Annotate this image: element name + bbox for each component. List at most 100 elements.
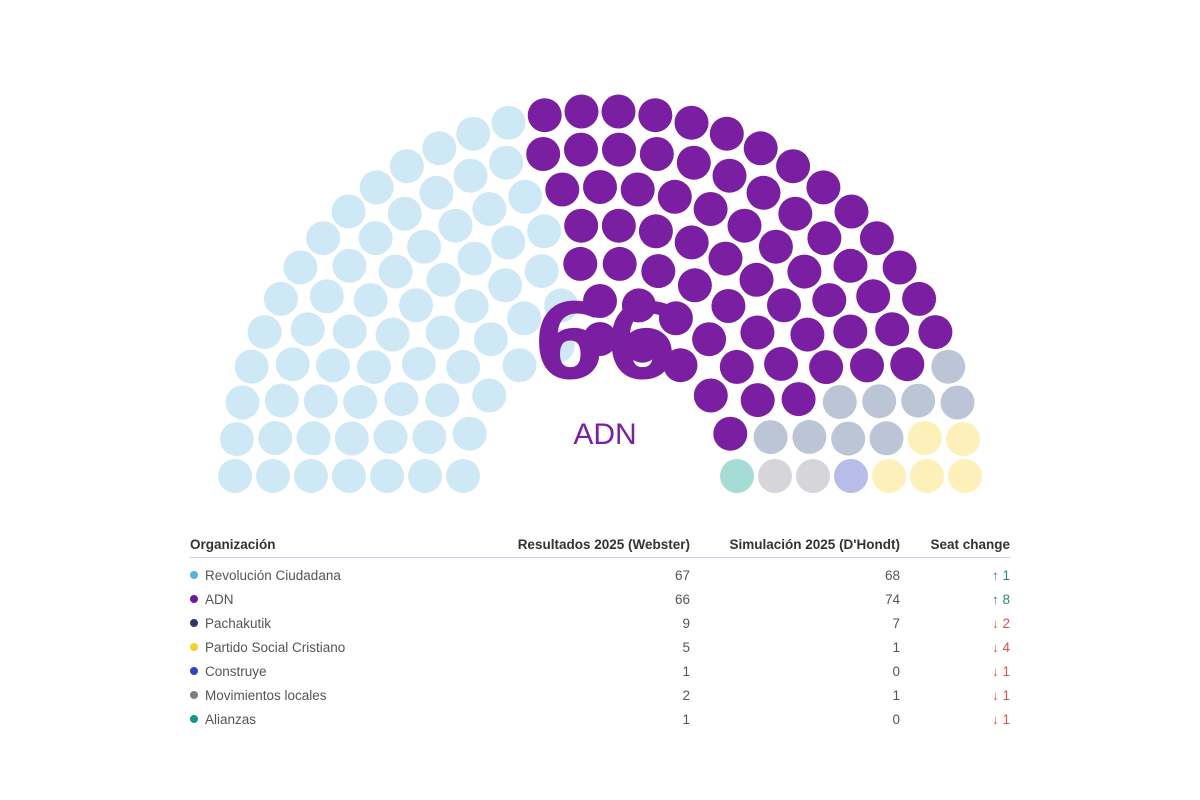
seat-adn bbox=[564, 208, 599, 243]
seat-revolucion-ciudadana bbox=[370, 459, 404, 493]
cell-seat-change: ↓ 2 bbox=[900, 611, 1010, 635]
seat-revolucion-ciudadana bbox=[446, 459, 480, 493]
hemicycle-chart bbox=[218, 94, 982, 493]
seat-adn bbox=[719, 349, 754, 384]
seat-adn bbox=[638, 98, 673, 133]
seat-change-value: ↓ 1 bbox=[991, 663, 1010, 679]
seat-revolucion-ciudadana bbox=[303, 384, 338, 419]
seat-adn bbox=[807, 221, 842, 256]
seat-adn bbox=[657, 179, 692, 214]
seat-revolucion-ciudadana bbox=[219, 422, 254, 457]
seat-adn bbox=[602, 132, 636, 167]
seat-adn bbox=[641, 254, 676, 289]
seat-adn bbox=[583, 322, 617, 356]
seat-pachakutik bbox=[822, 385, 857, 419]
highlight-party-label: ADN bbox=[573, 418, 637, 451]
seat-adn bbox=[602, 246, 637, 281]
seat-revolucion-ciudadana bbox=[488, 268, 523, 303]
seat-revolucion-ciudadana bbox=[408, 459, 442, 493]
header-results: Resultados 2025 (Webster) bbox=[490, 534, 690, 558]
seat-revolucion-ciudadana bbox=[332, 314, 367, 349]
party-color-dot bbox=[190, 690, 198, 699]
seat-revolucion-ciudadana bbox=[489, 145, 524, 180]
seat-revolucion-ciudadana bbox=[334, 421, 369, 456]
seat-revolucion-ciudadana bbox=[425, 383, 460, 418]
seat-partido-social-cristiano bbox=[948, 459, 982, 493]
cell-seat-change: ↑ 1 bbox=[900, 558, 1010, 588]
seat-revolucion-ciudadana bbox=[452, 416, 487, 451]
cell-simulation: 1 bbox=[892, 687, 900, 703]
seat-adn bbox=[711, 289, 746, 323]
seat-revolucion-ciudadana bbox=[275, 347, 310, 382]
seat-revolucion-ciudadana bbox=[247, 315, 282, 350]
party-name: Alianzas bbox=[205, 711, 257, 727]
party-name: Partido Social Cristiano bbox=[205, 639, 346, 655]
table-row: ADN 66 74 ↑ 8 bbox=[190, 587, 1010, 611]
seat-revolucion-ciudadana bbox=[508, 179, 543, 214]
cell-results: 9 bbox=[682, 615, 690, 631]
seat-movimientos-locales bbox=[758, 459, 792, 493]
seat-revolucion-ciudadana bbox=[491, 225, 526, 260]
seat-change-value: ↓ 4 bbox=[991, 639, 1010, 655]
cell-organization: ADN bbox=[190, 587, 490, 611]
seat-adn bbox=[625, 328, 660, 363]
seat-revolucion-ciudadana bbox=[446, 349, 481, 384]
seat-revolucion-ciudadana bbox=[472, 378, 507, 413]
seat-partido-social-cristiano bbox=[872, 459, 906, 493]
seat-pachakutik bbox=[792, 419, 827, 454]
cell-simulation: 0 bbox=[892, 663, 900, 679]
seat-adn bbox=[834, 194, 869, 229]
results-table: Organización Resultados 2025 (Webster) S… bbox=[190, 534, 1010, 731]
seat-revolucion-ciudadana bbox=[263, 281, 298, 316]
seat-pachakutik bbox=[931, 349, 966, 384]
seat-adn bbox=[583, 284, 617, 318]
cell-simulation: 74 bbox=[884, 591, 900, 607]
seat-revolucion-ciudadana bbox=[401, 346, 436, 381]
seat-revolucion-ciudadana bbox=[453, 158, 488, 193]
seat-revolucion-ciudadana bbox=[332, 248, 367, 283]
seat-revolucion-ciudadana bbox=[426, 262, 461, 297]
seat-pachakutik bbox=[869, 421, 904, 456]
seat-adn bbox=[781, 382, 816, 417]
seat-revolucion-ciudadana bbox=[399, 288, 433, 323]
seat-revolucion-ciudadana bbox=[422, 131, 457, 166]
seat-revolucion-ciudadana bbox=[540, 328, 575, 363]
seat-adn bbox=[767, 288, 801, 323]
seat-revolucion-ciudadana bbox=[356, 350, 391, 385]
seat-revolucion-ciudadana bbox=[425, 315, 460, 350]
seat-revolucion-ciudadana bbox=[309, 279, 344, 314]
seat-adn bbox=[778, 196, 813, 231]
seat-adn bbox=[639, 137, 674, 171]
seat-pachakutik bbox=[753, 420, 788, 455]
seat-revolucion-ciudadana bbox=[343, 385, 378, 419]
seat-adn bbox=[812, 283, 847, 318]
party-name: Pachakutik bbox=[205, 615, 272, 631]
seat-adn bbox=[527, 98, 562, 133]
seat-change-value: ↓ 1 bbox=[991, 711, 1010, 727]
seat-adn bbox=[564, 94, 599, 129]
cell-results: 1 bbox=[682, 711, 690, 727]
cell-organization: Movimientos locales bbox=[190, 683, 490, 707]
seat-revolucion-ciudadana bbox=[378, 254, 413, 289]
party-name: Revolución Ciudadana bbox=[205, 567, 341, 583]
seat-adn bbox=[526, 137, 561, 171]
seat-partido-social-cristiano bbox=[907, 421, 942, 455]
table-row: Movimientos locales 2 1 ↓ 1 bbox=[190, 683, 1010, 707]
seat-change-value: ↓ 1 bbox=[991, 687, 1010, 703]
seat-adn bbox=[677, 268, 712, 303]
cell-results: 66 bbox=[674, 591, 690, 607]
seat-revolucion-ciudadana bbox=[491, 105, 526, 140]
seat-adn bbox=[663, 348, 698, 383]
table-row: Construye 1 0 ↓ 1 bbox=[190, 659, 1010, 683]
cell-organization: Partido Social Cristiano bbox=[190, 635, 490, 659]
seat-revolucion-ciudadana bbox=[457, 241, 492, 276]
cell-seat-change: ↓ 1 bbox=[900, 659, 1010, 683]
highlight-seat-count: 66 bbox=[532, 281, 678, 403]
seat-revolucion-ciudadana bbox=[306, 221, 341, 256]
cell-simulation: 1 bbox=[892, 639, 900, 655]
seat-adn bbox=[545, 172, 580, 207]
party-name: Construye bbox=[205, 663, 267, 679]
seat-adn bbox=[739, 262, 774, 297]
seat-change-value: ↑ 1 bbox=[991, 567, 1010, 583]
seat-adn bbox=[790, 317, 825, 352]
